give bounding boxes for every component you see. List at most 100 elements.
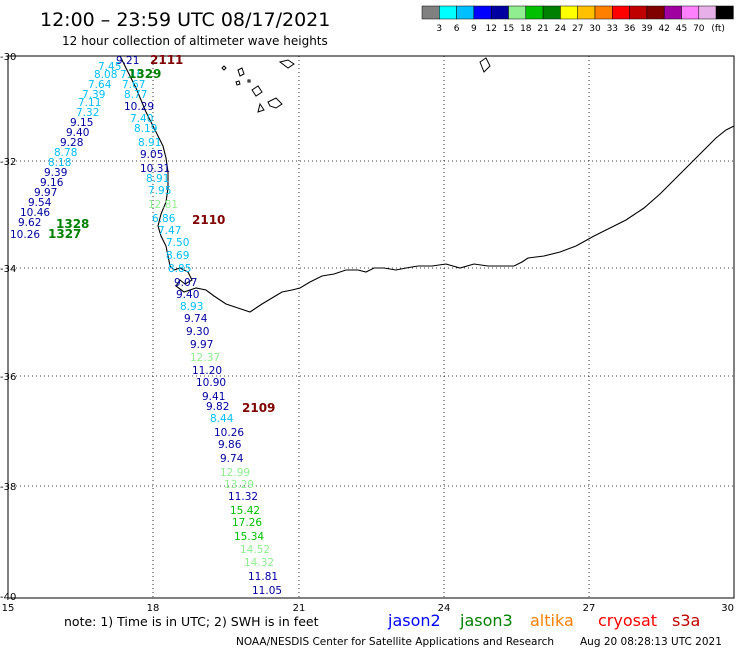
legend-tick-label: 24 <box>555 24 567 34</box>
map-frame <box>7 55 735 599</box>
footnote: note: 1) Time is in UTC; 2) SWH is in fe… <box>64 614 319 629</box>
swh-value: 8.78 <box>54 147 77 159</box>
swh-value: 12.81 <box>148 199 178 211</box>
legend-tick-label: 70 <box>693 24 705 34</box>
credit-text: NOAA/NESDIS Center for Satellite Applica… <box>236 636 554 648</box>
lat-tick-label: -40 <box>0 592 16 603</box>
swh-value: 9.41 <box>202 391 225 403</box>
satellite-name: jason3 <box>459 611 513 630</box>
lat-tick-label: -36 <box>0 372 16 383</box>
legend-swatch <box>663 5 682 20</box>
legend-swatch <box>490 5 509 20</box>
legend-tick-label: 21 <box>537 24 548 34</box>
swh-value: 7.64 <box>88 79 112 91</box>
pass-number: 2111 <box>150 53 183 67</box>
swh-value: 9.54 <box>28 197 52 209</box>
legend-tick-label: (ft) <box>711 24 725 34</box>
legend-swatch <box>542 5 561 20</box>
legend-swatch <box>612 5 630 20</box>
swh-value: 8.91 <box>138 137 161 149</box>
map-title: 12:00 – 23:59 UTC 08/17/2021 <box>40 9 330 31</box>
swh-value: 9.40 <box>66 127 89 139</box>
legend-swatch <box>421 5 440 20</box>
swh-value: 9.86 <box>218 439 242 451</box>
coastline <box>119 55 735 313</box>
legend-swatch <box>473 5 492 20</box>
satellite-name: s3a <box>672 611 700 630</box>
swh-value: 8.19 <box>134 123 157 135</box>
swh-value: 7.47 <box>158 225 181 237</box>
swh-value: 9.74 <box>220 453 244 465</box>
satellite-legend: jason2 jason3 altika cryosat s3a <box>387 611 700 630</box>
lon-tick-label: 18 <box>147 603 160 614</box>
legend-tick-label: 39 <box>641 24 653 34</box>
legend-tick-label: 42 <box>658 24 669 34</box>
legend-swatch <box>715 5 734 20</box>
satellite-name: cryosat <box>598 611 657 630</box>
swh-value: 7.40 <box>130 113 153 125</box>
lon-tick-label: 30 <box>721 603 734 614</box>
islands <box>221 57 491 113</box>
swh-value: 9.30 <box>186 326 209 338</box>
legend-swatch <box>456 5 475 20</box>
swh-value: 10.31 <box>140 163 170 175</box>
swh-value: 15.34 <box>234 531 264 543</box>
lon-tick-label: 24 <box>438 603 451 614</box>
pass-number: 2109 <box>242 401 275 415</box>
swh-value: 6.86 <box>152 213 176 225</box>
swh-value: 7.10 <box>120 69 143 81</box>
legend-swatch <box>439 5 457 20</box>
swh-value: 9.74 <box>184 313 208 325</box>
swh-value: 9.97 <box>190 339 213 351</box>
swh-value: 7.11 <box>78 97 101 109</box>
swh-value: 9.07 <box>174 277 197 289</box>
legend-tick-label: 12 <box>485 24 496 34</box>
swh-value: 14.32 <box>244 557 274 569</box>
legend-swatch <box>594 5 613 20</box>
swh-value: 8.69 <box>166 250 189 262</box>
legend-swatch <box>646 5 665 20</box>
legend-tick-label: 36 <box>624 24 636 34</box>
swh-value: 14.52 <box>240 544 270 556</box>
swh-value: 12.37 <box>190 352 220 364</box>
satellite-name: altika <box>530 611 574 630</box>
legend-swatch <box>525 5 544 20</box>
legend-tick-label: 15 <box>503 24 514 34</box>
legend-swatch <box>577 5 596 20</box>
timestamp-text: Aug 20 08:28:13 UTC 2021 <box>580 636 722 648</box>
swh-value: 10.29 <box>124 101 154 113</box>
legend-tick-label: 33 <box>607 24 618 34</box>
swh-value: 7.45 <box>98 61 121 73</box>
lat-tick-label: -38 <box>0 482 16 493</box>
legend-tick-label: 45 <box>676 24 687 34</box>
swh-value: 13.29 <box>224 479 254 491</box>
swh-value: 9.05 <box>140 149 163 161</box>
swh-value: 9.16 <box>40 177 64 189</box>
swh-value: 15.42 <box>230 505 260 517</box>
swh-value: 7.32 <box>76 107 99 119</box>
satellite-name: jason2 <box>387 611 441 630</box>
swh-value: 8.44 <box>210 413 234 425</box>
swh-value: 8.77 <box>124 89 147 101</box>
lon-tick-label: 21 <box>293 603 306 614</box>
lat-tick-label: -30 <box>0 52 16 63</box>
swh-value: 7.39 <box>82 89 105 101</box>
lon-tick-label: 15 <box>2 603 15 614</box>
legend-swatch <box>508 5 527 20</box>
swh-value: 10.90 <box>196 377 226 389</box>
swh-value: 8.08 <box>94 69 117 81</box>
legend-tick-label: 3 <box>436 24 442 34</box>
swh-value: 8.18 <box>48 157 71 169</box>
legend-swatch <box>560 5 578 20</box>
pass-number: 1327 <box>48 227 81 241</box>
swh-value: 9.97 <box>34 187 57 199</box>
legend-swatch <box>629 5 648 20</box>
swh-value: 11.20 <box>192 365 222 377</box>
swh-value: 9.39 <box>44 167 67 179</box>
swh-value: 9.21 <box>116 55 139 67</box>
legend-tick-label: 27 <box>572 24 583 34</box>
swh-value: 11.05 <box>252 585 282 597</box>
